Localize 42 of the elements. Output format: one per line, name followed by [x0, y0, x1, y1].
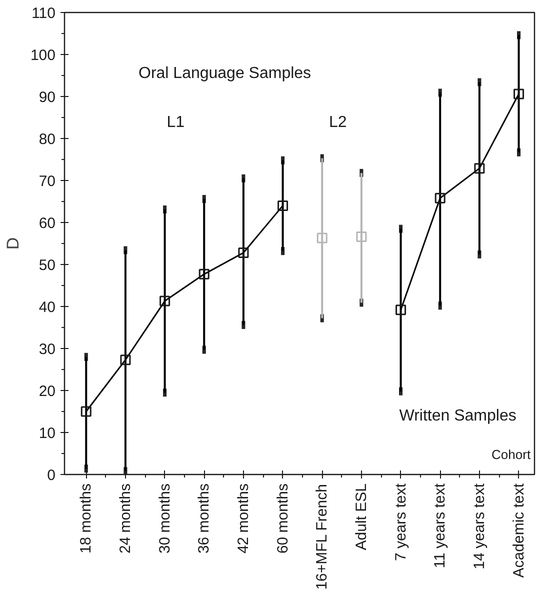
- y-tick-label: 110: [32, 5, 56, 22]
- point: [356, 232, 367, 242]
- point: [514, 88, 524, 100]
- point: [474, 163, 485, 174]
- point: [278, 200, 288, 211]
- x-tick-label: 42 months: [234, 483, 252, 554]
- x-tick-label: 36 months: [196, 483, 213, 554]
- x-tick-label: 60 months: [274, 483, 292, 554]
- x-tick-label: 14 years text: [470, 482, 488, 570]
- y-tick-label: 20: [38, 383, 56, 400]
- point: [434, 192, 446, 204]
- point: [238, 247, 249, 258]
- annotation: L1: [166, 114, 185, 132]
- y-tick-label: 100: [30, 47, 56, 64]
- y-tick-label: 80: [38, 131, 56, 148]
- annotation: Written Samples: [399, 407, 516, 424]
- point: [396, 304, 406, 316]
- x-axis-title: Cohort: [492, 446, 531, 462]
- x-tick-label: 16+MFL French: [314, 484, 331, 590]
- y-tick-label: 60: [38, 215, 56, 232]
- point: [198, 268, 210, 280]
- y-tick-label: 50: [38, 257, 56, 274]
- y-axis-title: D: [3, 237, 22, 250]
- x-tick-label: 24 months: [116, 483, 134, 554]
- x-tick-label: 18 months: [78, 483, 95, 554]
- x-tick-label: 11 years text: [432, 482, 449, 568]
- x-tick-label: 30 months: [156, 483, 174, 554]
- annotation: Oral Language Samples: [138, 65, 312, 82]
- x-tick-label: Academic text: [510, 482, 528, 578]
- y-tick-label: 40: [38, 299, 56, 316]
- point: [316, 232, 328, 244]
- y-tick-label: 0: [47, 467, 56, 484]
- y-tick-label: 30: [38, 341, 56, 358]
- point: [160, 296, 170, 306]
- y-tick-label: 10: [38, 425, 56, 442]
- y-tick-label: 70: [38, 173, 56, 190]
- annotation: L2: [328, 114, 347, 132]
- x-tick-label: 7 years text: [392, 482, 410, 562]
- x-tick-label: Adult ESL: [352, 483, 370, 550]
- point: [120, 354, 131, 366]
- point: [80, 406, 92, 417]
- y-tick-label: 90: [38, 89, 56, 106]
